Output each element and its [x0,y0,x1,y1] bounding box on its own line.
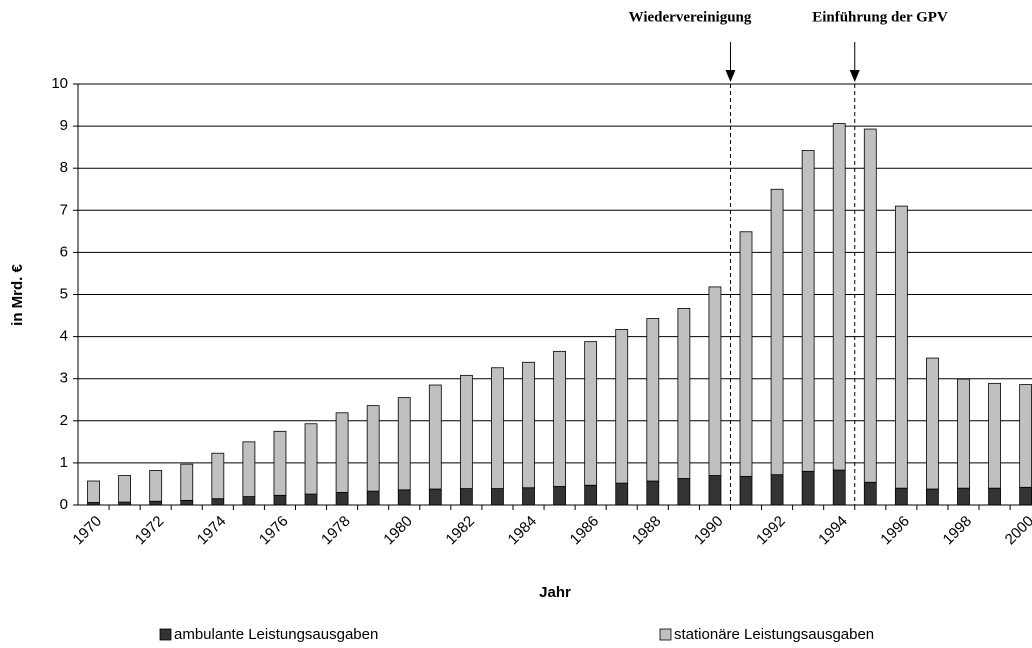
bar-segment [366,405,380,492]
bar-segment [273,494,287,506]
bar-segment [553,350,566,487]
bar-segment [242,496,256,506]
bar-segment [149,500,163,506]
bar-segment [397,397,411,491]
bar-segment [366,490,380,506]
y-tick-label: 7 [60,201,68,218]
x-tick-label: 1970 [70,513,106,549]
x-tick-label: 1988 [629,513,665,549]
bar-segment [522,487,535,506]
bar-segment [491,488,504,506]
bar-segment [739,231,753,477]
bar-segment [491,367,504,489]
legend-label: ambulante Leistungsausgaben [174,626,378,643]
bar-segment [180,499,194,506]
bar-segment [428,488,442,506]
bar-segment [739,475,753,506]
bar-segment [646,480,660,506]
bar-segment [615,482,629,506]
x-tick-label: 1984 [505,513,541,549]
bar-segment [863,481,877,506]
legend-label: stationäre Leistungsausgaben [674,626,874,643]
bar-segment [770,474,784,506]
bar-segment [894,205,908,489]
bar-segment [926,357,939,490]
x-tick-label: 1978 [318,513,354,549]
bar-segment [708,475,722,506]
bar-segment [615,329,629,484]
bar-segment [428,384,442,490]
bar-segment [273,430,287,496]
x-tick-label: 1972 [132,513,168,549]
bar-segment [988,382,1001,489]
arrow-head [725,70,736,82]
x-tick-label: 1998 [940,513,976,549]
bar-segment [677,478,691,506]
bar-segment [584,341,598,486]
y-tick-label: 8 [60,159,68,176]
bar-segment [335,412,349,493]
annotation: Wiedervereinigung [629,9,752,25]
bar-segment [242,441,256,497]
bar-segment [118,475,132,503]
x-tick-label: 1990 [691,513,727,549]
bar-segment [677,307,691,479]
y-tick-label: 2 [60,412,68,429]
x-tick-label: 1974 [194,513,230,549]
x-axis-title: Jahr [539,584,571,601]
bar-segment [832,469,846,506]
bar-segment [926,488,939,506]
x-tick-label: 1996 [877,513,913,549]
x-tick-label: 1982 [442,513,478,549]
x-tick-label: 1992 [753,513,789,549]
bar-segment [211,452,225,500]
bar-segment [988,487,1001,506]
bar-segment [801,470,815,506]
bar-segment [957,378,970,489]
bar-segment [957,487,970,506]
legend-swatch [159,628,172,641]
bar-segment [335,491,349,506]
bar-segment [553,486,566,506]
legend-swatch [659,628,672,641]
bar-segment [1019,486,1032,506]
y-tick-label: 6 [60,243,68,260]
bar-segment [459,374,473,489]
bar-segment [646,318,660,482]
bar-segment [770,188,784,476]
y-tick-label: 3 [60,370,68,387]
x-tick-label: 1986 [567,513,603,549]
y-axis-title: in Mrd. € [9,264,26,326]
bar-segment [832,123,846,471]
bar-segment [180,463,194,501]
y-tick-label: 9 [60,117,68,134]
y-tick-label: 4 [60,328,68,345]
bar-segment [149,470,163,502]
x-tick-label: 1994 [815,513,851,549]
bar-segment [459,488,473,506]
y-tick-label: 1 [60,454,68,471]
bar-segment [397,489,411,506]
bar-segment [304,493,318,506]
bar-segment [87,480,100,503]
x-tick-label: 1976 [256,513,292,549]
bar-segment [708,286,722,476]
y-tick-label: 0 [60,496,68,513]
y-tick-label: 10 [51,75,68,92]
bar-segment [894,487,908,506]
bar-segment [863,128,877,483]
bar-segment [1019,384,1032,488]
bar-segment [801,150,815,472]
annotation: Einführung der GPV [812,9,948,25]
bar-segment [584,484,598,506]
x-tick-label: 1980 [380,513,416,549]
bar-segment [211,498,225,506]
y-tick-label: 5 [60,285,68,302]
arrow-head [849,70,860,82]
x-tick-label: 2000 [1002,513,1032,549]
bar-segment [522,361,535,489]
bar-segment [304,423,318,495]
